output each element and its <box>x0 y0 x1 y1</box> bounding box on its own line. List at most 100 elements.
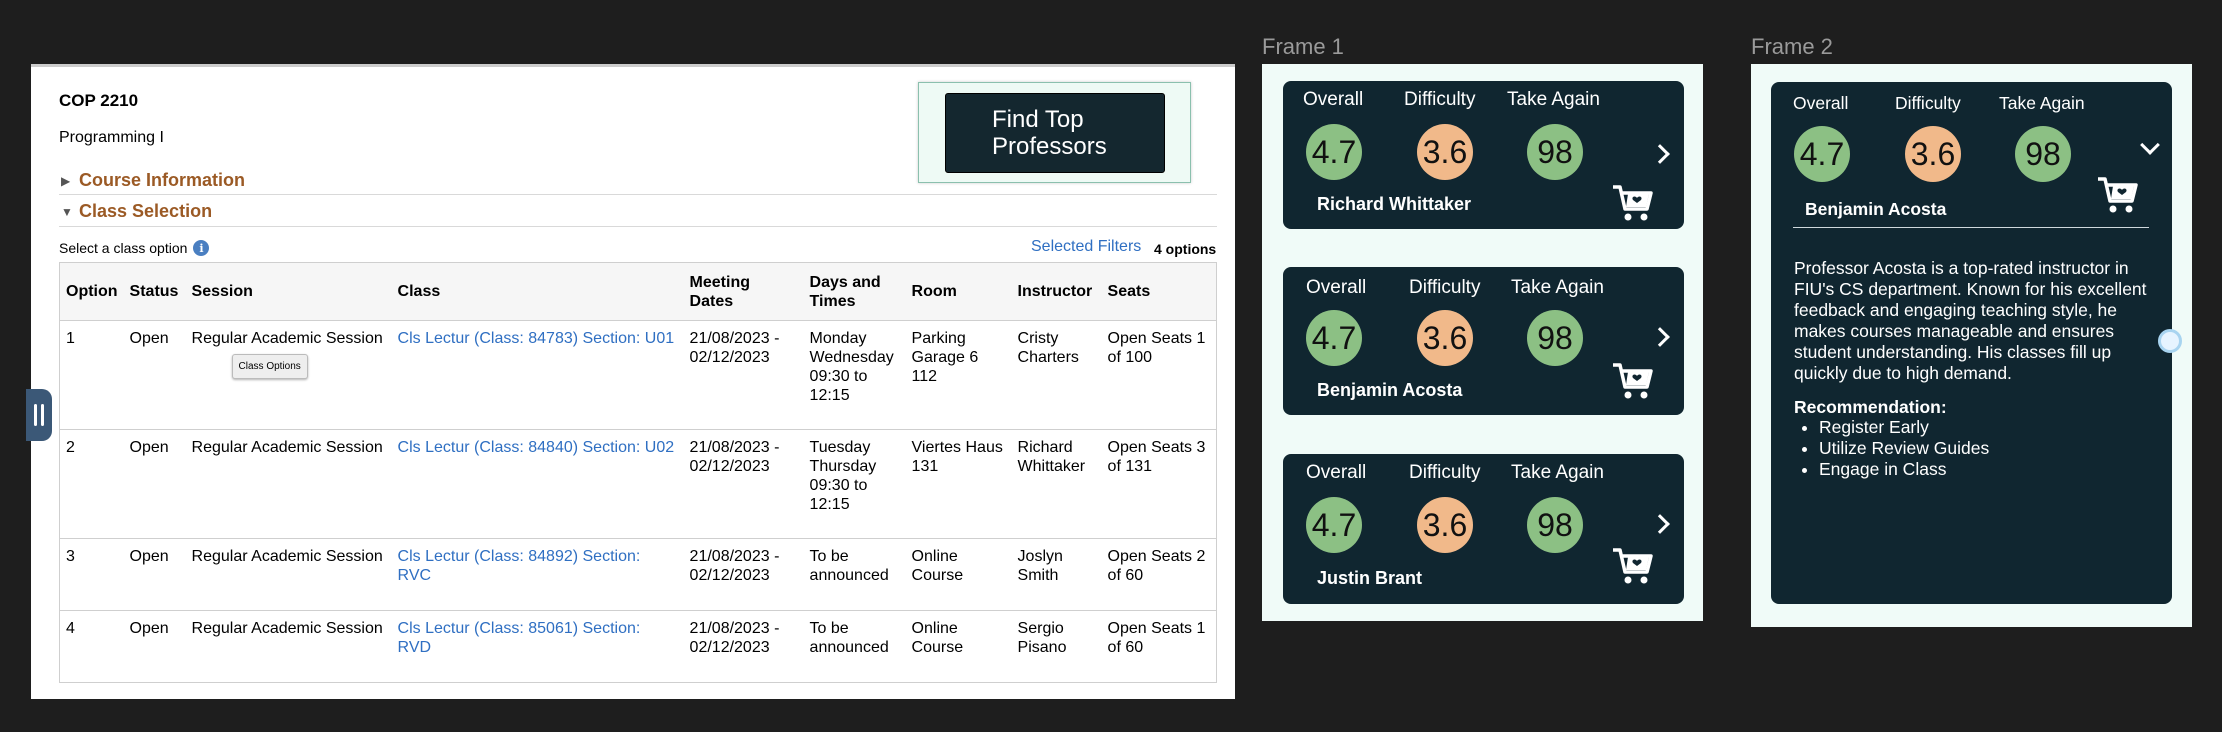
class-link[interactable]: Cls Lectur (Class: 84783) Section: U01 <box>397 330 675 347</box>
chevron-down-icon[interactable] <box>2140 135 2160 155</box>
expand-caret-icon: ▶ <box>61 173 71 188</box>
difficulty-label: Difficulty <box>1409 462 1481 483</box>
select-class-option-label: Select a class option <box>59 240 188 256</box>
shopping-cart-icon[interactable] <box>1611 183 1655 223</box>
cell-session: Regular Academic Session <box>185 538 392 611</box>
cell-class: Cls Lectur (Class: 84840) Section: U02 <box>391 429 684 539</box>
cell-status: Open <box>123 538 186 611</box>
header-session: Session <box>185 262 392 321</box>
course-information-toggle[interactable]: ▶ Course Information <box>61 170 245 191</box>
difficulty-rating: 3.6 <box>1417 310 1473 366</box>
table-row: 1 Open Regular Academic Session Class Op… <box>58 320 1217 430</box>
take-again-label: Take Again <box>1511 462 1604 483</box>
header-days-times: Days and Times <box>803 262 906 321</box>
cell-dates: 21/08/2023 - 02/12/2023 <box>683 429 804 539</box>
cell-dates: 21/08/2023 - 02/12/2023 <box>683 538 804 611</box>
overall-rating: 4.7 <box>1794 126 1850 182</box>
shopping-cart-icon[interactable] <box>1611 361 1655 401</box>
find-professors-panel: Find Top Professors <box>918 82 1191 183</box>
shopping-cart-icon[interactable] <box>1611 546 1655 586</box>
difficulty-label: Difficulty <box>1409 277 1481 298</box>
class-link[interactable]: Cls Lectur (Class: 84840) Section: U02 <box>397 439 675 456</box>
professor-name: Benjamin Acosta <box>1805 199 1947 219</box>
options-count: 4 options <box>1154 241 1217 257</box>
cell-option: 1 <box>58 320 124 430</box>
take-again-label: Take Again <box>1507 89 1600 110</box>
cell-class: Cls Lectur (Class: 84783) Section: U01 <box>391 320 684 430</box>
find-top-professors-button[interactable]: Find Top Professors <box>945 93 1165 173</box>
drag-handle-icon[interactable] <box>26 389 52 441</box>
list-item: Register Early <box>1819 417 1989 438</box>
table-header-row: Option Status Session Class Meeting Date… <box>58 262 1217 321</box>
difficulty-rating: 3.6 <box>1417 124 1473 180</box>
divider <box>59 226 1217 227</box>
class-link[interactable]: Cls Lectur (Class: 84892) Section: RVC <box>397 548 641 584</box>
header-option: Option <box>58 262 124 321</box>
table-row: 4 Open Regular Academic Session Cls Lect… <box>58 610 1217 683</box>
chevron-right-icon[interactable] <box>1650 144 1670 164</box>
cell-dates: 21/08/2023 - 02/12/2023 <box>683 320 804 430</box>
course-panel: COP 2210 Programming I Find Top Professo… <box>31 64 1235 699</box>
cell-session: Regular Academic Session <box>185 610 392 683</box>
cell-room: Online Course <box>905 610 1012 683</box>
list-item: Utilize Review Guides <box>1819 438 1989 459</box>
difficulty-rating: 3.6 <box>1417 497 1473 553</box>
difficulty-label: Difficulty <box>1895 93 1961 113</box>
header-instructor: Instructor <box>1011 262 1102 321</box>
cell-status: Open <box>123 429 186 539</box>
course-code: COP 2210 <box>59 91 139 110</box>
cell-option: 2 <box>58 429 124 539</box>
frame-2: Overall Difficulty Take Again 4.7 3.6 98… <box>1751 64 2192 627</box>
cell-option: 3 <box>58 538 124 611</box>
cell-days-times: Tuesday Thursday 09:30 to 12:15 <box>803 429 906 539</box>
info-icon[interactable]: i <box>193 240 210 256</box>
overall-label: Overall <box>1303 89 1364 110</box>
frame-1-label: Frame 1 <box>1262 34 1344 59</box>
selected-filters-link[interactable]: Selected Filters <box>1031 238 1142 255</box>
cell-class: Cls Lectur (Class: 85061) Section: RVD <box>391 610 684 683</box>
frame-2-label: Frame 2 <box>1751 34 1833 59</box>
resize-handle-icon[interactable] <box>2158 329 2182 353</box>
shopping-cart-icon[interactable] <box>2096 175 2140 215</box>
list-item: Engage in Class <box>1819 459 1989 480</box>
professor-card[interactable]: Overall Difficulty Take Again 4.7 3.6 98… <box>1283 81 1684 229</box>
cell-status: Open <box>123 610 186 683</box>
cell-days-times: To be announced <box>803 610 906 683</box>
difficulty-label: Difficulty <box>1404 89 1476 110</box>
class-selection-label: Class Selection <box>79 201 213 221</box>
class-options-table: Option Status Session Class Meeting Date… <box>58 262 1217 683</box>
cell-dates: 21/08/2023 - 02/12/2023 <box>683 610 804 683</box>
professor-description: Professor Acosta is a top-rated instruct… <box>1794 258 2147 383</box>
header-seats: Seats <box>1101 262 1217 321</box>
overall-rating: 4.7 <box>1306 497 1362 553</box>
professor-card[interactable]: Overall Difficulty Take Again 4.7 3.6 98… <box>1283 454 1684 604</box>
divider <box>59 194 1217 195</box>
recommendation-title: Recommendation: <box>1794 397 1947 417</box>
overall-label: Overall <box>1793 93 1849 113</box>
overall-label: Overall <box>1306 277 1367 298</box>
recommendation-list: Register Early Utilize Review Guides Eng… <box>1819 417 1989 480</box>
overall-rating: 4.7 <box>1306 124 1362 180</box>
cell-seats: Open Seats 2 of 60 <box>1101 538 1217 611</box>
take-again-rating: 98 <box>1527 497 1583 553</box>
cell-days-times: Monday Wednesday 09:30 to 12:15 <box>803 320 906 430</box>
chevron-right-icon[interactable] <box>1650 514 1670 534</box>
chevron-right-icon[interactable] <box>1650 327 1670 347</box>
cell-session: Regular Academic Session Class Options <box>185 320 392 430</box>
take-again-label: Take Again <box>1511 277 1604 298</box>
professor-card[interactable]: Overall Difficulty Take Again 4.7 3.6 98… <box>1283 267 1684 415</box>
select-class-option-text: Select a class option i <box>59 240 210 256</box>
frame-1: Overall Difficulty Take Again 4.7 3.6 98… <box>1262 64 1703 621</box>
header-meeting-dates: Meeting Dates <box>683 262 804 321</box>
professor-name: Benjamin Acosta <box>1317 380 1463 400</box>
table-row: 3 Open Regular Academic Session Cls Lect… <box>58 538 1217 611</box>
take-again-rating: 98 <box>1527 124 1583 180</box>
class-link[interactable]: Cls Lectur (Class: 85061) Section: RVD <box>397 620 641 656</box>
class-selection-toggle[interactable]: ▼ Class Selection <box>61 201 212 222</box>
overall-rating: 4.7 <box>1306 310 1362 366</box>
cell-session: Regular Academic Session <box>185 429 392 539</box>
cell-option: 4 <box>58 610 124 683</box>
cell-instructor: Joslyn Smith <box>1011 538 1102 611</box>
cell-room: Online Course <box>905 538 1012 611</box>
cell-room: Parking Garage 6 112 <box>905 320 1012 430</box>
